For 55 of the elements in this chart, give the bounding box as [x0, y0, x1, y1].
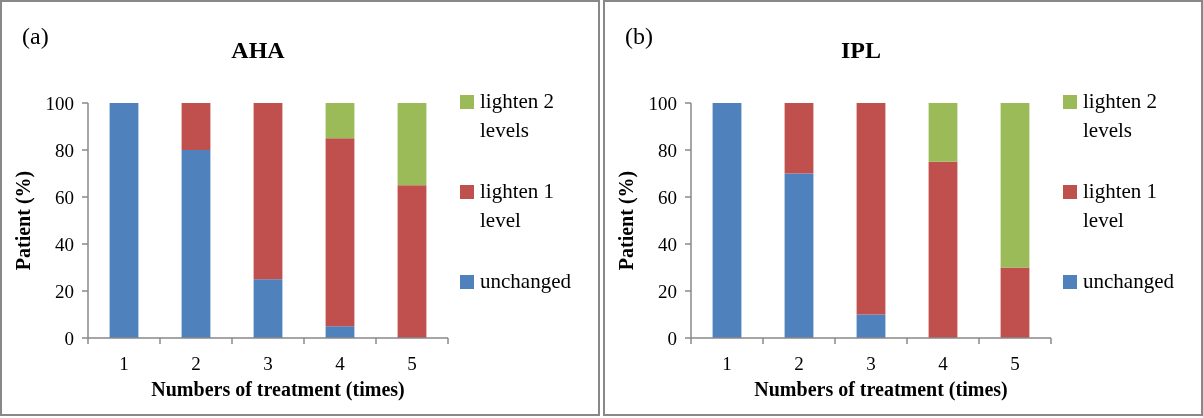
- bar: [253, 103, 283, 280]
- bar: [856, 103, 886, 315]
- x-tick-label: 4: [938, 353, 949, 374]
- y-axis-title: Patient (%): [12, 170, 35, 271]
- legend-label: unchanged: [1083, 269, 1175, 293]
- bar: [1000, 103, 1030, 268]
- legend-label: lighten 2 levels: [1083, 89, 1158, 142]
- y-tick-label: 80: [658, 139, 677, 161]
- y-tick-label: 0: [667, 327, 677, 349]
- y-axis-title: Patient (%): [615, 170, 638, 271]
- bar: [928, 161, 958, 338]
- x-tick-label: 5: [407, 353, 417, 374]
- legend-label: lighten 1 level: [480, 179, 555, 232]
- legend-label: lighten 1 level: [1083, 179, 1158, 232]
- y-tick-label: 100: [648, 92, 677, 114]
- bar: [397, 103, 427, 186]
- x-tick-label: 2: [794, 353, 804, 374]
- y-tick-label: 100: [45, 92, 74, 114]
- y-tick-label: 20: [658, 280, 677, 302]
- x-tick-label: 4: [335, 353, 346, 374]
- y-tick-label: 0: [64, 327, 74, 349]
- y-tick-label: 80: [55, 139, 74, 161]
- y-tick-label: 40: [658, 233, 677, 255]
- x-tick-label: 1: [722, 353, 732, 374]
- x-tick-label: 2: [191, 353, 201, 374]
- x-tick-label: 1: [119, 353, 129, 374]
- x-tick-label: 5: [1010, 353, 1020, 374]
- bar: [784, 103, 814, 174]
- bar: [928, 103, 958, 162]
- bar: [784, 173, 814, 338]
- text: (a): [22, 23, 49, 49]
- bar: [1000, 267, 1030, 338]
- x-tick-label: 3: [866, 353, 876, 374]
- x-axis-title: Numbers of treatment (times): [754, 378, 1008, 401]
- y-tick-label: 40: [55, 233, 74, 255]
- bar: [397, 185, 427, 338]
- text: (b): [625, 23, 653, 49]
- bar: [253, 279, 283, 338]
- bar: [325, 103, 355, 139]
- chart-title: IPL: [840, 37, 882, 63]
- bar: [181, 103, 211, 150]
- bar: [325, 138, 355, 327]
- x-tick-label: 3: [263, 353, 273, 374]
- chart-title: AHA: [231, 37, 286, 63]
- y-tick-label: 60: [55, 186, 74, 208]
- bar: [856, 314, 886, 338]
- bar: [181, 150, 211, 338]
- x-axis-title: Numbers of treatment (times): [151, 378, 405, 401]
- y-tick-label: 20: [55, 280, 74, 302]
- y-tick-label: 60: [658, 186, 677, 208]
- legend-label: lighten 2 levels: [480, 89, 555, 142]
- bar: [325, 326, 355, 338]
- bar: [109, 103, 139, 338]
- legend-label: unchanged: [480, 269, 572, 293]
- bar: [712, 103, 742, 338]
